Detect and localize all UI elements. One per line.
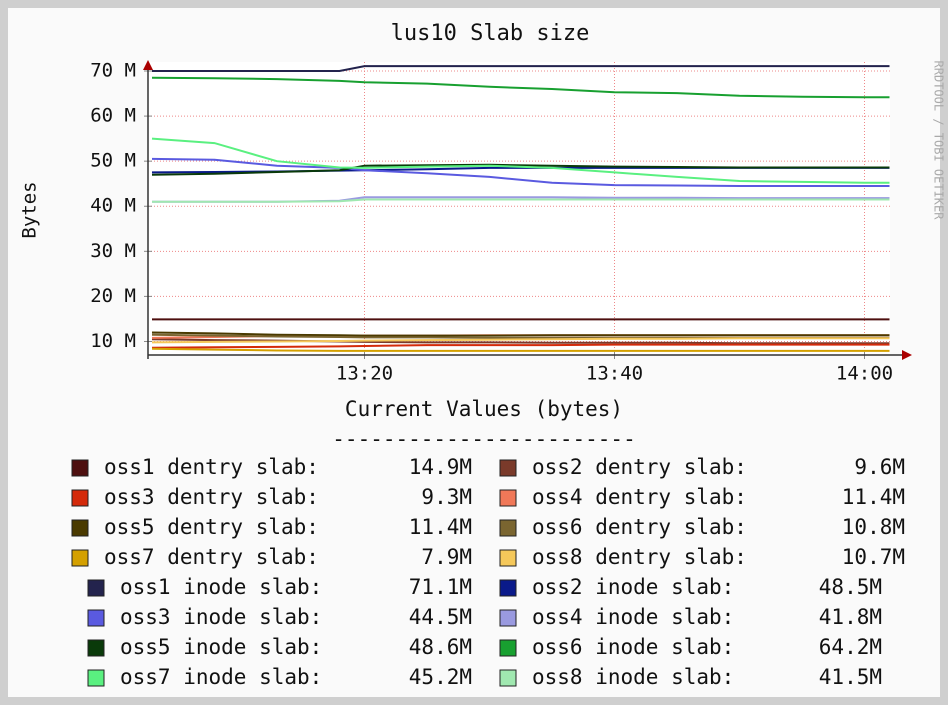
legend-label: oss5 dentry slab:	[104, 515, 319, 539]
legend-value: 7.9M	[421, 545, 472, 569]
legend-label: oss2 inode slab:	[532, 575, 734, 599]
y-tick-label: 40 M	[90, 195, 136, 217]
legend-value: 9.3M	[421, 485, 472, 509]
legend-label: oss8 dentry slab:	[532, 545, 747, 569]
legend-label: oss1 inode slab:	[120, 575, 322, 599]
x-tick-label: 13:40	[586, 363, 643, 385]
legend-label: oss3 dentry slab:	[104, 485, 319, 509]
legend-swatch	[499, 579, 517, 597]
y-tick-label: 20 M	[90, 285, 136, 307]
legend-swatch	[87, 579, 105, 597]
legend-swatch	[87, 609, 105, 627]
legend-value: 41.5M	[819, 665, 882, 689]
legend-value: 9.6M	[854, 455, 905, 479]
legend-label: oss6 dentry slab:	[532, 515, 747, 539]
legend-value: 45.2M	[409, 665, 472, 689]
legend-label: oss2 dentry slab:	[532, 455, 747, 479]
watermark: RRDTOOL / TOBI OETIKER	[932, 61, 946, 221]
legend-value: 10.7M	[842, 545, 905, 569]
y-tick-label: 30 M	[90, 240, 136, 262]
legend-value: 64.2M	[819, 635, 882, 659]
x-tick-label: 14:00	[836, 363, 893, 385]
legend-swatch	[71, 549, 89, 567]
y-tick-label: 70 M	[90, 60, 136, 82]
legend-label: oss5 inode slab:	[120, 635, 322, 659]
legend-title: Current Values (bytes)	[345, 397, 623, 421]
legend-swatch	[71, 519, 89, 537]
series-line	[152, 198, 890, 203]
plot-area	[148, 62, 890, 355]
legend-label: oss6 inode slab:	[532, 635, 734, 659]
series-line	[151, 137, 890, 184]
y-tick-label: 10 M	[90, 330, 136, 352]
x-tick-label: 13:20	[336, 363, 393, 385]
series-line	[151, 76, 890, 99]
legend-label: oss7 inode slab:	[120, 665, 322, 689]
legend-swatch	[87, 669, 105, 687]
legend-swatch	[499, 459, 517, 477]
legend-swatch	[499, 519, 517, 537]
legend-value: 14.9M	[409, 455, 472, 479]
legend-value: 48.5M	[819, 575, 882, 599]
legend-label: oss8 inode slab:	[532, 665, 734, 689]
legend-value: 48.6M	[409, 635, 472, 659]
legend-swatch	[71, 459, 89, 477]
legend-swatch	[499, 549, 517, 567]
y-tick-label: 50 M	[90, 150, 136, 172]
legend-swatch	[87, 639, 105, 657]
chart-title: lus10 Slab size	[391, 21, 590, 46]
series-line	[151, 337, 890, 344]
series-line	[151, 343, 890, 349]
legend-value: 44.5M	[409, 605, 472, 629]
legend-swatch	[499, 669, 517, 687]
legend-value: 11.4M	[409, 515, 472, 539]
legend-rule: ------------------------	[332, 427, 635, 451]
legend-label: oss3 inode slab:	[120, 605, 322, 629]
legend-value: 71.1M	[409, 575, 472, 599]
series-line	[152, 65, 890, 72]
series-line	[151, 347, 890, 352]
y-axis-label: Bytes	[19, 181, 41, 238]
legend-label: oss1 dentry slab:	[104, 455, 319, 479]
legend-value: 10.8M	[842, 515, 905, 539]
y-axis-arrow	[143, 60, 153, 70]
legend-value: 41.8M	[819, 605, 882, 629]
legend-swatch	[499, 609, 517, 627]
legend-value: 11.4M	[842, 485, 905, 509]
legend-swatch	[499, 489, 517, 507]
legend-swatch	[499, 639, 517, 657]
legend-label: oss7 dentry slab:	[104, 545, 319, 569]
series-line	[151, 157, 890, 187]
series-line	[151, 331, 890, 337]
legend-label: oss4 inode slab:	[532, 605, 734, 629]
legend-swatch	[71, 489, 89, 507]
x-axis-arrow	[902, 350, 912, 360]
y-tick-label: 60 M	[90, 105, 136, 127]
legend-label: oss4 dentry slab:	[532, 485, 747, 509]
series-line	[151, 163, 890, 176]
